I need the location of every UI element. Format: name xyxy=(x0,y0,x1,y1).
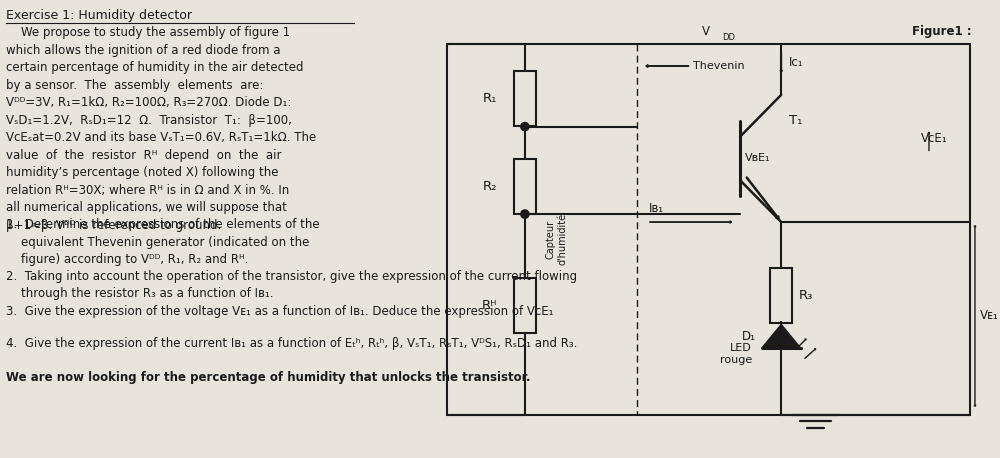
Bar xyxy=(770,268,792,323)
Text: Thevenin: Thevenin xyxy=(693,61,745,71)
Text: Iᴄ₁: Iᴄ₁ xyxy=(789,55,804,69)
Text: We are now looking for the percentage of humidity that unlocks the transistor.: We are now looking for the percentage of… xyxy=(6,371,531,384)
Circle shape xyxy=(521,122,529,131)
Polygon shape xyxy=(762,324,801,348)
Text: Rᴴ: Rᴴ xyxy=(482,299,497,312)
Text: Capteur
d'humidité: Capteur d'humidité xyxy=(546,213,567,266)
Text: VʙE₁: VʙE₁ xyxy=(745,153,771,164)
Text: V: V xyxy=(702,25,710,38)
Text: T₁: T₁ xyxy=(789,114,802,127)
Text: Exercise 1: Humidity detector: Exercise 1: Humidity detector xyxy=(6,9,192,22)
Text: Iʙ₁: Iʙ₁ xyxy=(649,202,664,215)
Text: R₁: R₁ xyxy=(483,93,497,105)
Text: R₃: R₃ xyxy=(799,289,813,302)
Text: 1.  Determine the expressions of the elements of the
    equivalent Thevenin gen: 1. Determine the expressions of the elem… xyxy=(6,218,320,266)
Text: LED
rouge: LED rouge xyxy=(720,344,752,365)
Text: We propose to study the assembly of figure 1
which allows the ignition of a red : We propose to study the assembly of figu… xyxy=(6,26,317,232)
Text: 2.  Taking into account the operation of the transistor, give the expression of : 2. Taking into account the operation of … xyxy=(6,270,577,300)
Bar xyxy=(514,71,536,126)
Text: Vᴇ₁: Vᴇ₁ xyxy=(980,310,999,322)
Text: VᴄE₁: VᴄE₁ xyxy=(921,132,948,145)
Circle shape xyxy=(521,210,529,218)
Text: R₂: R₂ xyxy=(483,180,497,193)
Text: 3.  Give the expression of the voltage Vᴇ₁ as a function of Iʙ₁. Deduce the expr: 3. Give the expression of the voltage Vᴇ… xyxy=(6,305,554,317)
Text: D₁: D₁ xyxy=(742,330,756,343)
Bar xyxy=(514,278,536,333)
Bar xyxy=(514,159,536,213)
Text: 4.  Give the expression of the current Iʙ₁ as a function of Eₜʰ, Rₜʰ, β, VₛT₁, R: 4. Give the expression of the current Iʙ… xyxy=(6,338,578,350)
Text: Figure1 :: Figure1 : xyxy=(912,25,972,38)
Text: DD: DD xyxy=(723,33,736,42)
